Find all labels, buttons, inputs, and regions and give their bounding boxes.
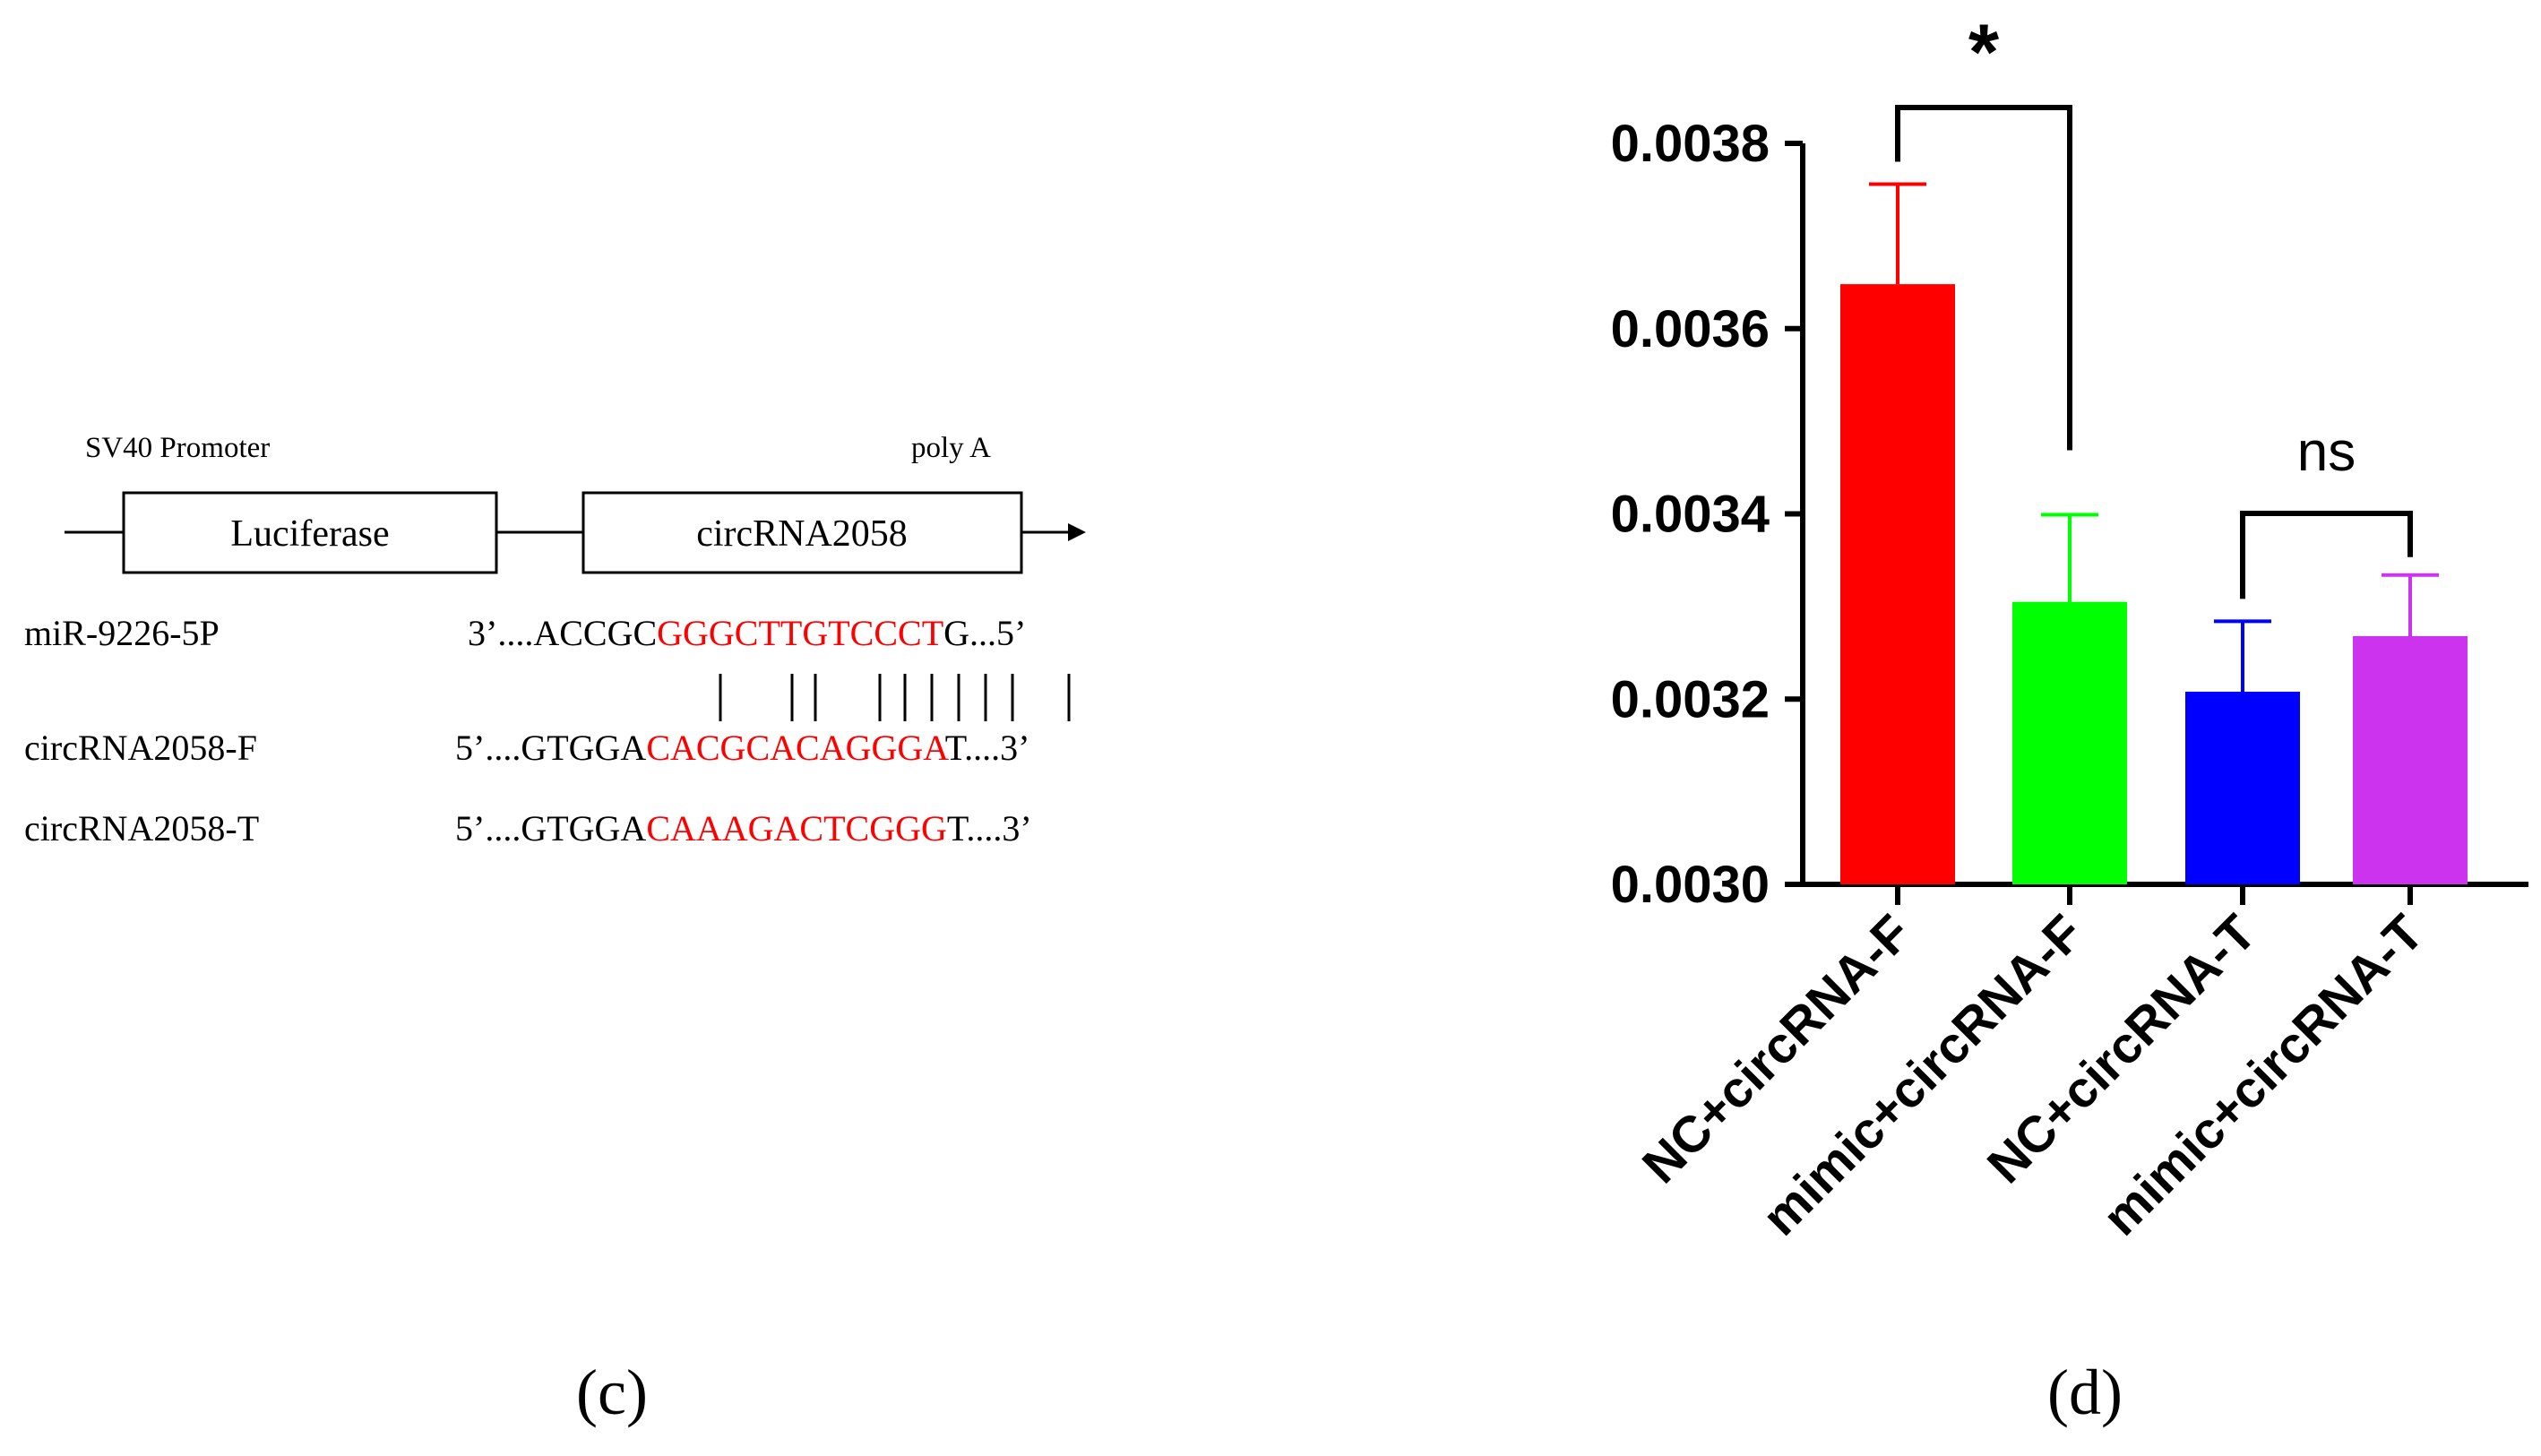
x-axis: NC+circRNA-Fmimic+circRNA-FNC+circRNA-Tm…: [1632, 882, 2528, 1246]
seq-suffix: T....3’: [947, 808, 1032, 849]
bars: [1840, 182, 2468, 884]
seq-prefix: 5’....GTGGA: [455, 808, 646, 849]
y-ticks: 0.0030 0.0032 0.0034 0.0036 0.0038: [1611, 115, 1803, 914]
seq-row-name: miR-9226-5P: [24, 613, 220, 653]
y-tick-label: 0.0032: [1611, 670, 1770, 728]
seq-highlight: CAAAGACTCGGG: [646, 808, 947, 849]
seq-row-name: circRNA2058-T: [24, 808, 259, 849]
seq-suffix: T....3’: [945, 728, 1030, 768]
seq-row-sequence: 5’....GTGGACAAAGACTCGGGT....3’: [455, 808, 1032, 849]
circrna-box-label: circRNA2058: [696, 513, 908, 555]
panel-d-chart: 0.0030 0.0032 0.0034 0.0036 0.0038 NC+circRN…: [1611, 7, 2528, 1428]
significance-bracket: [1895, 105, 2072, 451]
y-axis: 0.0030 0.0032 0.0034 0.0036 0.0038: [1611, 115, 1805, 914]
y-tick-label: 0.0030: [1611, 856, 1770, 914]
bar: [1840, 284, 1955, 884]
bar: [2353, 635, 2468, 884]
x-tick-label: mimic+circRNA-T: [2092, 904, 2434, 1246]
y-tick-label: 0.0038: [1611, 115, 1770, 173]
x-ticks: NC+circRNA-Fmimic+circRNA-FNC+circRNA-Tm…: [1632, 884, 2434, 1246]
luciferase-label: Luciferase: [230, 513, 389, 555]
seq-row-sequence: 3’....ACCGCGGGCTTGTCCCTG...5’: [468, 613, 1026, 653]
panel-c: SV40 Promoter poly A Luciferase circRNA2…: [24, 432, 1086, 1428]
significance-label: *: [1968, 7, 2000, 96]
pairing-bars: [719, 674, 1071, 721]
significance-label: ns: [2297, 421, 2356, 483]
seq-highlight: GGGCTTGTCCCT: [657, 613, 943, 653]
significance-annotations: * ns: [1895, 7, 2413, 599]
seq-suffix: G...5’: [943, 613, 1026, 653]
seq-highlight: CACGCACAGGGA: [646, 728, 949, 768]
panel-d-caption: (d): [2047, 1357, 2123, 1428]
bar: [2185, 691, 2300, 884]
seq-prefix: 5’....GTGGA: [455, 728, 646, 768]
significance-bracket: [2240, 511, 2413, 599]
x-tick-label: mimic+circRNA-F: [1752, 904, 2094, 1246]
panel-c-caption: (c): [576, 1357, 648, 1428]
arrowhead-icon: [1068, 523, 1086, 541]
seq-row-sequence: 5’....GTGGACACGCACAGGGAT....3’: [455, 728, 1030, 768]
polya-label: poly A: [911, 432, 991, 464]
seq-row-name: circRNA2058-F: [24, 728, 257, 768]
y-tick-label: 0.0034: [1611, 486, 1770, 544]
y-tick-label: 0.0036: [1611, 300, 1770, 358]
promoter-label: SV40 Promoter: [85, 432, 270, 464]
seq-prefix: 3’....ACCGC: [468, 613, 657, 653]
bar: [2012, 601, 2127, 884]
circrna-box: [581, 491, 1023, 574]
